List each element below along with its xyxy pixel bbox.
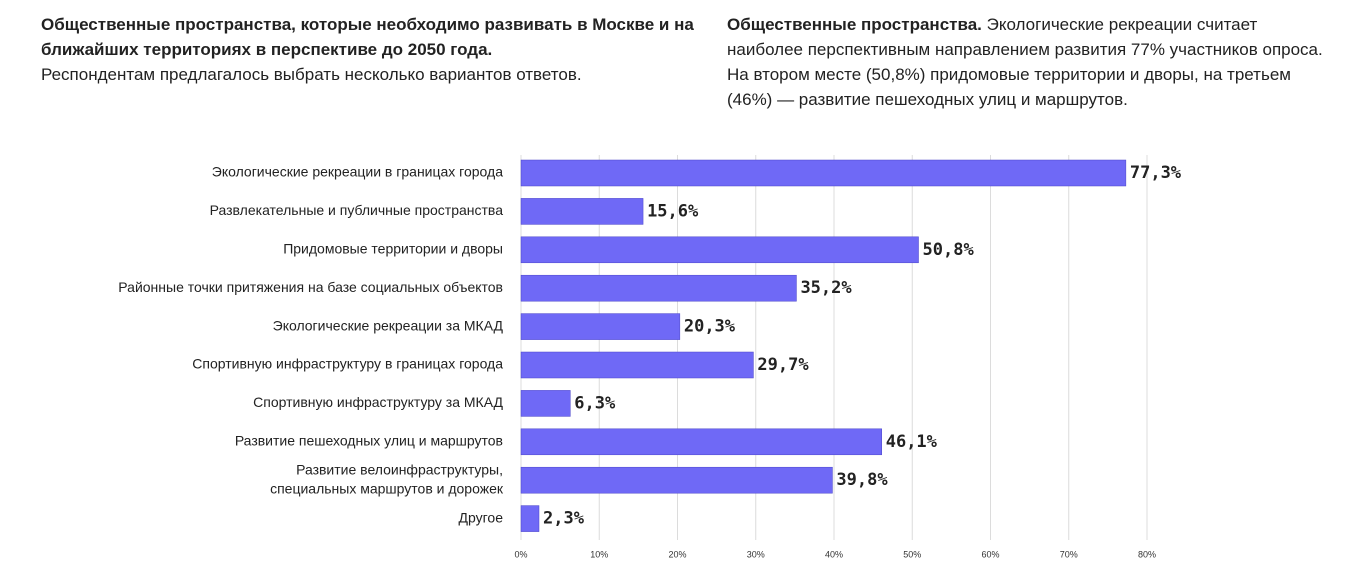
bar <box>520 390 571 417</box>
bar <box>520 351 754 379</box>
category-label: Развитие пешеходных улиц и маршрутов <box>235 433 503 449</box>
x-tick-label: 60% <box>981 549 999 559</box>
value-label: 50,8% <box>923 240 975 260</box>
bar <box>520 505 540 532</box>
x-tick-label: 30% <box>747 549 765 559</box>
bar <box>520 236 919 264</box>
category-label: Придомовые территории и дворы <box>283 241 503 257</box>
category-label: Районные точки притяжения на базе социал… <box>118 279 503 295</box>
bar <box>520 428 882 456</box>
x-tick-label: 80% <box>1138 549 1156 559</box>
category-label: Развитие велоинфраструктуры, специальных … <box>270 461 504 496</box>
value-label: 46,1% <box>886 432 938 452</box>
chart-subtitle: Респондентам предлагалось выбрать нескол… <box>41 65 582 84</box>
bar <box>520 274 797 302</box>
category-label: Спортивную инфраструктуру за МКАД <box>253 394 503 410</box>
bar <box>520 313 681 340</box>
annotation-lead: Общественные пространства. <box>727 15 982 34</box>
x-tick-label: 70% <box>1060 549 1078 559</box>
value-label: 29,7% <box>757 355 809 375</box>
category-label: Спортивную инфраструктуру в границах гор… <box>192 356 503 372</box>
value-label: 15,6% <box>647 201 699 221</box>
x-tick-label: 10% <box>590 549 608 559</box>
category-label: Экологические рекреации в границах город… <box>212 164 503 180</box>
annotation: Экологические рекреации считает наиболее… <box>727 15 1323 109</box>
x-tick-label: 0% <box>514 549 527 559</box>
category-label: Развлекательные и публичные пространства <box>210 202 504 218</box>
value-label: 77,3% <box>1130 163 1182 183</box>
chart-title: Общественные пространства, которые необх… <box>41 15 694 59</box>
bar <box>520 159 1127 187</box>
bar <box>520 198 644 225</box>
x-tick-label: 20% <box>668 549 686 559</box>
value-label: 2,3% <box>543 509 585 529</box>
value-label: 6,3% <box>574 393 616 413</box>
x-tick-label: 40% <box>825 549 843 559</box>
value-label: 39,8% <box>836 470 888 490</box>
header-left: Общественные пространства, которые необх… <box>41 12 711 87</box>
category-label: Другое <box>459 509 504 525</box>
category-label: Экологические рекреации за МКАД <box>273 317 504 333</box>
x-tick-label: 50% <box>903 549 921 559</box>
value-label: 35,2% <box>800 278 852 298</box>
header-right: Общественные пространства. Экологические… <box>727 12 1327 112</box>
bar <box>520 466 833 494</box>
value-label: 20,3% <box>684 317 736 337</box>
